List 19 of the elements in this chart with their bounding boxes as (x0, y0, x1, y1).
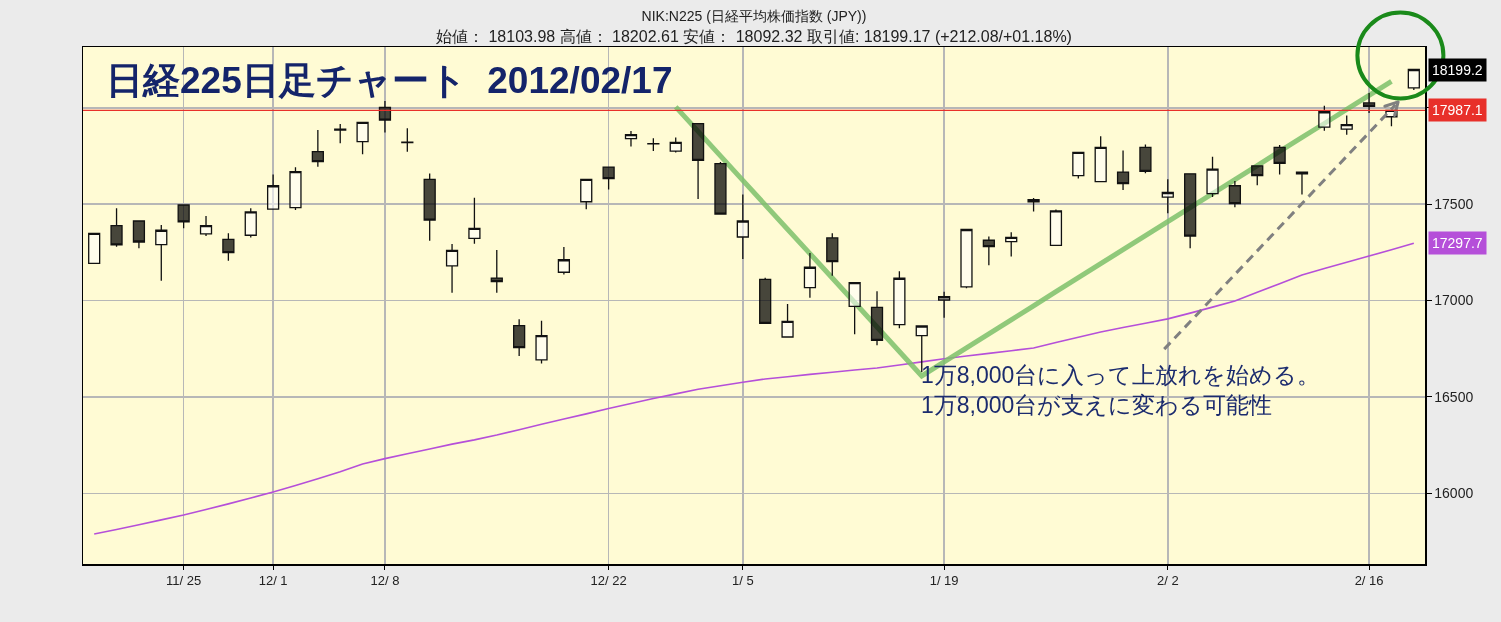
x-tick-label: 2/ 2 (1156, 573, 1179, 589)
y-tick-label: 17000 (1434, 292, 1474, 309)
x-tick-label: 12/ 22 (590, 573, 627, 589)
annotation: 日経225日足チャート 2012/02/17 (106, 60, 673, 101)
x-tick-label: 1/ 5 (731, 573, 754, 589)
text: 18199.2 (1432, 62, 1483, 78)
chart-subtitle: 始値： 18103.98 高値： 18202.61 安値： 18092.32 取引値: 18199.17 (+212.08/+01.18%) (436, 28, 1072, 45)
x-tick-label: 2/ 16 (1354, 573, 1384, 589)
x-tick-label: 12/ 8 (370, 573, 400, 589)
chart-title: NIK:N225 (日経平均株価指数 (JPY)) (641, 7, 867, 24)
annotation: 1万8,000台に入って上放れを始める。 1万8,000台が支えに変わる可能性 (921, 362, 1321, 418)
y-tick-label: 17500 (1434, 196, 1474, 213)
x-tick-label: 11/ 25 (166, 573, 202, 589)
data-label: 17297.7 (1432, 235, 1483, 251)
ref-line-label: 17987.1 (1432, 102, 1483, 118)
x-tick-label: 1/ 19 (929, 573, 959, 589)
y-tick-label: 16000 (1434, 485, 1474, 502)
x-tick-label: 12/ 1 (258, 573, 288, 589)
y-tick-label: 16500 (1434, 388, 1474, 405)
